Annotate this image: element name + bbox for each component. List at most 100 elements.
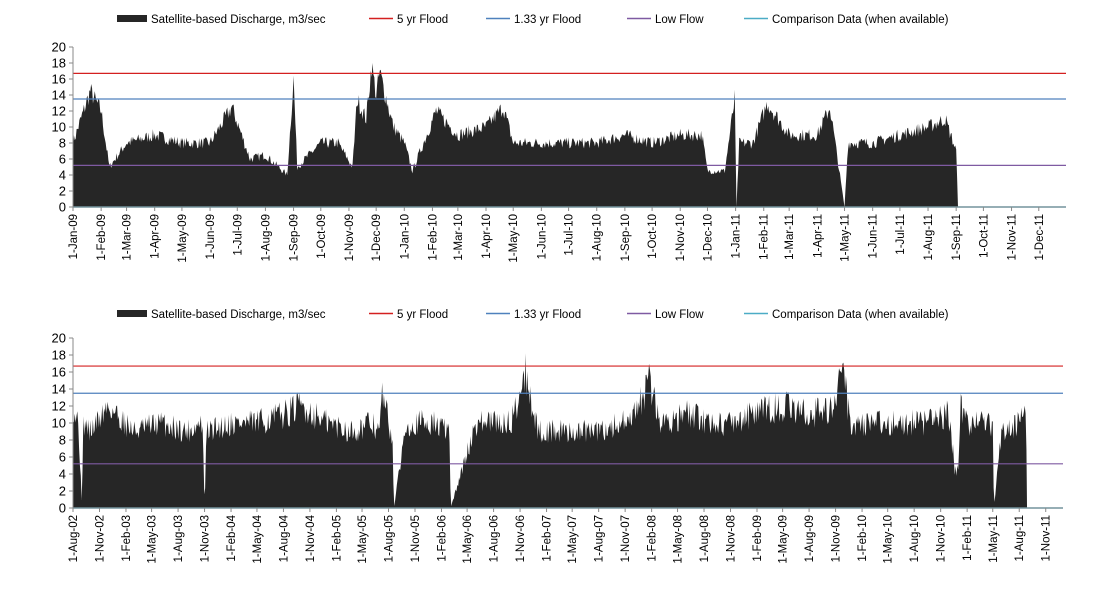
x-tick-label: 1-Feb-08	[647, 515, 659, 562]
y-tick-label: 6	[59, 152, 66, 167]
x-tick-label: 1-Nov-08	[726, 515, 738, 562]
legend-label-discharge: Satellite-based Discharge, m3/sec	[151, 309, 326, 321]
y-tick-label: 4	[59, 467, 66, 482]
legend-bottom: Satellite-based Discharge, m3/sec 5 yr F…	[117, 309, 949, 321]
x-tick-label: 1-Sep-11	[951, 214, 963, 260]
x-tick-label: 1-Oct-11	[978, 214, 990, 258]
x-tick-label: 1-Jun-09	[205, 214, 217, 259]
x-tick-label: 1-Aug-08	[699, 515, 711, 562]
discharge-area	[73, 353, 1028, 508]
x-tick-label: 1-Feb-07	[542, 515, 554, 562]
x-tick-label: 1-Apr-11	[812, 214, 824, 258]
x-tick-label: 1-Jul-11	[895, 214, 907, 255]
x-tick-label: 1-Jul-10	[564, 214, 576, 256]
x-tick-label: 1-Aug-04	[278, 514, 290, 562]
x-tick-label: 1-Nov-04	[305, 514, 317, 562]
x-tick-label: 1-Feb-11	[962, 515, 974, 561]
discharge-area	[73, 63, 958, 207]
x-tick-label: 1-Feb-10	[857, 515, 869, 562]
chart-bottom: 0 2 4 6 8 10 12 14 16 18 20 1-Aug-02 1-Nov-02 1-Feb-0…	[52, 331, 1063, 564]
x-tick-label: 1-Dec-10	[702, 214, 714, 261]
x-tick-label: 1-May-10	[508, 214, 520, 263]
x-tick-label: 1-May-03	[147, 515, 159, 564]
x-tick-label: 1-Jun-11	[868, 214, 880, 259]
legend-label-5yr: 5 yr Flood	[397, 14, 448, 26]
x-tick-label: 1-May-05	[357, 515, 369, 564]
x-tick-label: 1-Nov-02	[94, 515, 106, 562]
y-tick-label: 10	[52, 416, 66, 431]
legend-top: Satellite-based Discharge, m3/sec 5 yr F…	[117, 14, 949, 26]
x-tick-label: 1-Aug-09	[260, 214, 272, 261]
x-tick-label: 1-Mar-09	[122, 214, 134, 261]
x-tick-label: 1-Jan-09	[68, 214, 80, 259]
y-tick-label: 20	[52, 331, 66, 346]
x-tick-label: 1-Dec-09	[371, 214, 383, 261]
x-tick-label: 1-Aug-10	[592, 214, 604, 261]
x-tick-label: 1-Mar-10	[453, 214, 465, 261]
x-tick-label: 1-Feb-09	[96, 214, 108, 261]
y-tick-label: 8	[59, 433, 66, 448]
x-tick-label: 1-Nov-11	[1007, 214, 1019, 260]
legend-label-133yr: 1.33 yr Flood	[514, 14, 581, 26]
x-tick-label: 1-Feb-10	[427, 214, 439, 261]
x-tick-label: 1-Nov-10	[936, 515, 948, 562]
x-tick-label: 1-Dec-11	[1034, 214, 1046, 260]
x-tick-label: 1-May-11	[988, 515, 1000, 563]
x-tick-label: 1-Sep-09	[289, 214, 301, 261]
legend-label-comparison: Comparison Data (when available)	[772, 14, 949, 26]
y-tick-label: 18	[52, 56, 66, 71]
x-tick-label: 1-Aug-05	[384, 515, 396, 562]
y-tick-label: 6	[59, 450, 66, 465]
y-tick-label: 0	[59, 501, 66, 516]
x-tick-label: 1-May-06	[462, 515, 474, 564]
x-tick-label: 1-Oct-10	[647, 214, 659, 259]
x-tick-label: 1-Mar-11	[784, 214, 796, 260]
x-tick-label: 1-May-08	[673, 515, 685, 564]
x-tick-label: 1-May-07	[567, 515, 579, 564]
y-tick-label: 4	[59, 168, 66, 183]
x-tick-label: 1-Aug-09	[804, 515, 816, 562]
x-tick-label: 1-Feb-04	[226, 514, 238, 561]
y-tick-label: 12	[52, 104, 66, 119]
x-tick-label: 1-Apr-09	[150, 214, 162, 259]
x-tick-label: 1-Feb-03	[121, 515, 133, 562]
x-tick-label: 1-Aug-11	[923, 214, 935, 260]
x-tick-label: 1-Jun-10	[536, 214, 548, 259]
x-tick-label: 1-Aug-02	[68, 515, 80, 562]
x-tick-label: 1-Aug-06	[489, 515, 501, 562]
x-tick-label: 1-Nov-10	[675, 214, 687, 261]
y-tick-label: 18	[52, 348, 66, 363]
legend-label-discharge: Satellite-based Discharge, m3/sec	[151, 14, 326, 26]
y-tick-label: 16	[52, 72, 66, 87]
legend-label-lowflow: Low Flow	[655, 309, 704, 321]
x-tick-label: 1-Aug-07	[594, 515, 606, 562]
x-tick-label: 1-Jan-11	[731, 214, 743, 259]
x-tick-label: 1-Feb-05	[331, 515, 343, 562]
y-tick-label: 8	[59, 136, 66, 151]
y-tick-label: 14	[52, 382, 66, 397]
x-tick-label: 1-Feb-11	[759, 214, 771, 260]
x-tick-label: 1-Aug-11	[1014, 515, 1026, 561]
x-tick-label: 1-Jan-10	[399, 214, 411, 259]
x-tick-label: 1-Nov-03	[200, 515, 212, 562]
legend-label-5yr: 5 yr Flood	[397, 309, 448, 321]
x-tick-label: 1-May-09	[177, 214, 189, 263]
x-tick-label: 1-Nov-07	[620, 515, 632, 562]
x-tick-label: 1-Nov-09	[344, 214, 356, 261]
x-tick-label: 1-Nov-06	[515, 515, 527, 562]
legend-swatch-discharge	[117, 310, 147, 317]
y-tick-label: 0	[59, 200, 66, 215]
x-tick-label: 1-May-11	[840, 214, 852, 262]
x-tick-label: 1-Nov-09	[831, 515, 843, 562]
x-tick-label: 1-May-10	[883, 515, 895, 564]
x-tick-label: 1-May-04	[252, 514, 264, 563]
x-tick-label: 1-Nov-05	[410, 515, 422, 562]
y-tick-label: 20	[52, 40, 66, 55]
y-tick-label: 2	[59, 484, 66, 499]
x-tick-label: 1-Nov-11	[1041, 515, 1053, 561]
x-tick-label: 1-May-09	[778, 515, 790, 564]
y-tick-label: 12	[52, 399, 66, 414]
x-tick-label: 1-Sep-10	[620, 214, 632, 261]
